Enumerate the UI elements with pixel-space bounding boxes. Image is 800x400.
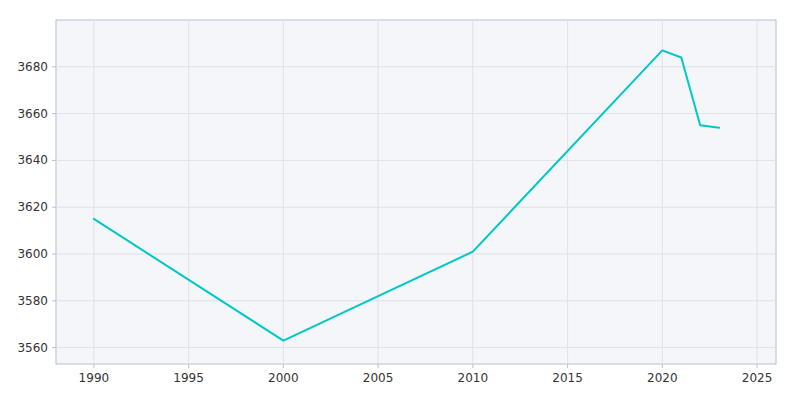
y-grid-line — [56, 300, 776, 301]
y-tick-label: 3680 — [17, 60, 48, 74]
x-tick — [188, 364, 189, 368]
chart: 1990 1995 2000 2005 2010 2015 2020 2025 3560 3580… — [0, 0, 800, 400]
x-tick-label: 2015 — [552, 371, 583, 385]
y-grid-line — [56, 207, 776, 208]
x-tick-label: 1990 — [79, 371, 110, 385]
y-tick — [52, 300, 56, 301]
y-tick — [52, 113, 56, 114]
x-tick — [567, 364, 568, 368]
x-grid-line — [662, 20, 663, 364]
x-tick-label: 2005 — [363, 371, 394, 385]
y-tick — [52, 347, 56, 348]
x-grid-line — [757, 20, 758, 364]
grid — [56, 20, 776, 364]
x-tick — [662, 364, 663, 368]
y-grid-line — [56, 347, 776, 348]
y-grid-line — [56, 113, 776, 114]
x-tick — [93, 364, 94, 368]
y-tick — [52, 207, 56, 208]
x-grid-line — [283, 20, 284, 364]
x-tick-label: 2010 — [458, 371, 489, 385]
axes: 1990 1995 2000 2005 2010 2015 2020 2025 3560 3580… — [17, 60, 772, 385]
x-tick-label: 2000 — [268, 371, 299, 385]
y-tick-label: 3640 — [17, 153, 48, 167]
x-grid-line — [93, 20, 94, 364]
plot-area — [56, 20, 776, 364]
y-tick-label: 3600 — [17, 247, 48, 261]
series — [94, 50, 719, 340]
x-grid-line — [472, 20, 473, 364]
x-tick — [757, 364, 758, 368]
y-grid-line — [56, 254, 776, 255]
line — [94, 50, 719, 340]
chart-container: 1990 1995 2000 2005 2010 2015 2020 2025 3560 3580… — [0, 0, 800, 400]
x-tick — [283, 364, 284, 368]
x-tick-label: 2025 — [742, 371, 773, 385]
x-tick — [472, 364, 473, 368]
y-tick-label: 3620 — [17, 200, 48, 214]
y-tick-label: 3560 — [17, 341, 48, 355]
x-tick-label: 1995 — [173, 371, 204, 385]
y-tick-label: 3660 — [17, 107, 48, 121]
x-tick — [378, 364, 379, 368]
y-tick — [52, 254, 56, 255]
y-grid-line — [56, 66, 776, 67]
x-grid-line — [188, 20, 189, 364]
x-tick-label: 2020 — [647, 371, 678, 385]
y-tick-label: 3580 — [17, 294, 48, 308]
x-grid-line — [378, 20, 379, 364]
x-grid-line — [567, 20, 568, 364]
y-tick — [52, 66, 56, 67]
y-grid-line — [56, 160, 776, 161]
y-tick — [52, 160, 56, 161]
